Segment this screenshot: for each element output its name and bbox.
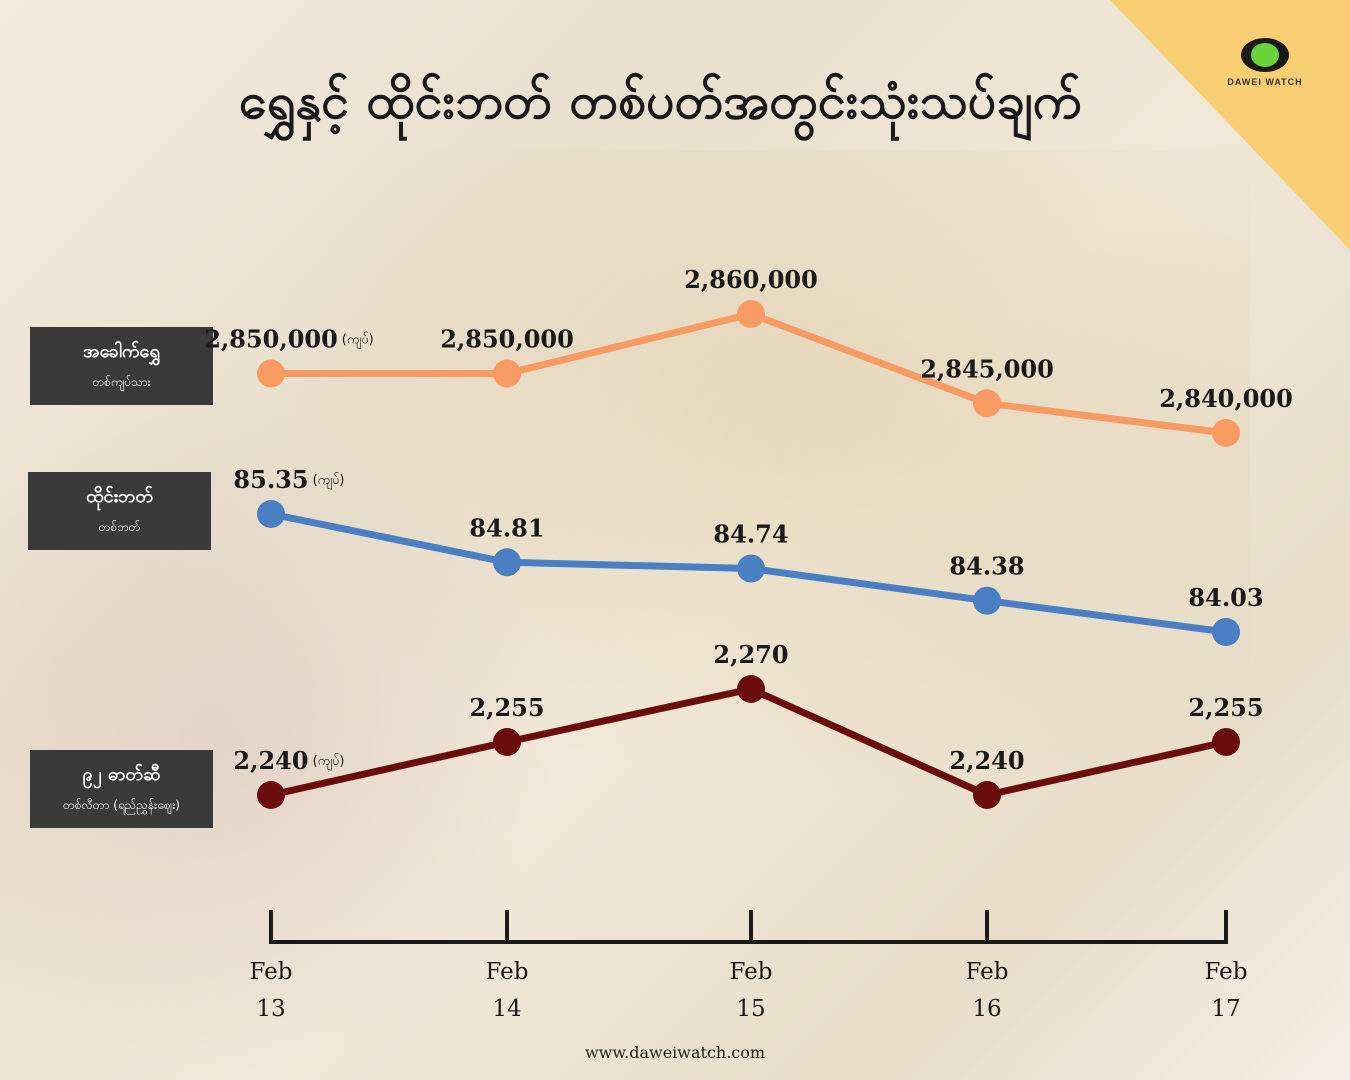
series-2-data-label-3: 2,240 [949, 746, 1024, 775]
x-tick-label-day-0: 13 [256, 996, 285, 1022]
series-2-data-label-2: 2,270 [713, 640, 788, 669]
series-2-data-label-4: 2,255 [1188, 693, 1263, 722]
logo: DAWEI WATCH [1210, 38, 1320, 87]
series-2-point-4 [1212, 728, 1240, 756]
series-2-point-0 [257, 781, 285, 809]
series-1-data-label-1: 84.81 [469, 513, 544, 542]
series-0-point-0 [257, 359, 285, 388]
label-fuel: ၉၂ ဓာတ်ဆီ တစ်လီတာ (ရည်ညွှန်းဈေး) [30, 750, 213, 828]
series-0-point-2 [737, 300, 765, 328]
label-gold-main: အခေါက်ရွှေ [83, 341, 160, 362]
series-1-point-4 [1212, 618, 1240, 646]
x-tick-label-month-1: Feb [485, 959, 528, 985]
series-0-data-label-1: 2,850,000 [440, 325, 574, 354]
series-2-point-3 [973, 781, 1001, 809]
series-1-data-label-0: 85.35 [233, 465, 308, 494]
series-1-point-3 [973, 586, 1001, 615]
label-gold-sub: တစ်ကျပ်သား [92, 375, 151, 389]
x-tick-label-month-0: Feb [249, 959, 292, 985]
series-0-data-label-4: 2,840,000 [1159, 384, 1293, 413]
x-tick-label-month-3: Feb [965, 959, 1008, 985]
series-line-0 [271, 310, 1227, 437]
series-0-data-label-2: 2,860,000 [684, 265, 818, 294]
series-1-point-0 [257, 500, 285, 528]
x-tick-label-day-2: 15 [736, 996, 765, 1022]
series-0-data-label-3: 2,845,000 [920, 354, 1054, 383]
series-0-point-3 [973, 389, 1001, 418]
series-1-data-label-2: 84.74 [713, 520, 788, 549]
label-baht-main: ထိုင်းဘတ် [86, 486, 153, 507]
x-tick-label-day-1: 14 [492, 996, 521, 1022]
label-fuel-sub: တစ်လီတာ (ရည်ညွှန်းဈေး) [63, 798, 180, 812]
series-1-point-2 [737, 554, 765, 583]
x-tick-label-day-3: 16 [972, 996, 1001, 1022]
series-2-data-label-1: 2,255 [469, 693, 544, 722]
series-0-data-label-0: 2,850,000 [204, 325, 338, 354]
x-tick-label-day-4: 17 [1211, 996, 1240, 1022]
eye-logo-icon [1241, 38, 1289, 72]
series-2-unit-label: (ကျပ်) [313, 753, 345, 771]
x-tick-label-month-2: Feb [729, 959, 772, 985]
footer-url: www.daweiwatch.com [584, 1043, 766, 1062]
corner-accent [1110, 0, 1350, 250]
page-title: ရွှေနှင့် ထိုင်းဘတ် တစ်ပတ်အတွင်းသုံးသပ်ခ… [238, 72, 1082, 130]
series-0-point-1 [493, 359, 521, 388]
label-baht-sub: တစ်ဘတ် [98, 520, 141, 534]
series-1-unit-label: (ကျပ်) [313, 472, 345, 490]
series-1-point-1 [493, 548, 521, 577]
series-2-point-1 [493, 728, 521, 756]
series-0-point-4 [1212, 419, 1240, 447]
x-tick-label-month-4: Feb [1204, 959, 1247, 985]
series-1-data-label-3: 84.38 [949, 552, 1024, 581]
logo-text: DAWEI WATCH [1227, 77, 1303, 87]
label-fuel-main: ၉၂ ဓာတ်ဆီ [82, 764, 161, 785]
series-line-2 [270, 685, 1227, 799]
series-2-point-2 [737, 675, 765, 703]
label-gold: အခေါက်ရွှေ တစ်ကျပ်သား [30, 327, 213, 405]
series-1-data-label-4: 84.03 [1188, 583, 1263, 612]
series-0-unit-label: (ကျပ်) [342, 332, 374, 350]
label-baht: ထိုင်းဘတ် တစ်ဘတ် [28, 472, 211, 550]
series-2-data-label-0: 2,240 [233, 746, 308, 775]
